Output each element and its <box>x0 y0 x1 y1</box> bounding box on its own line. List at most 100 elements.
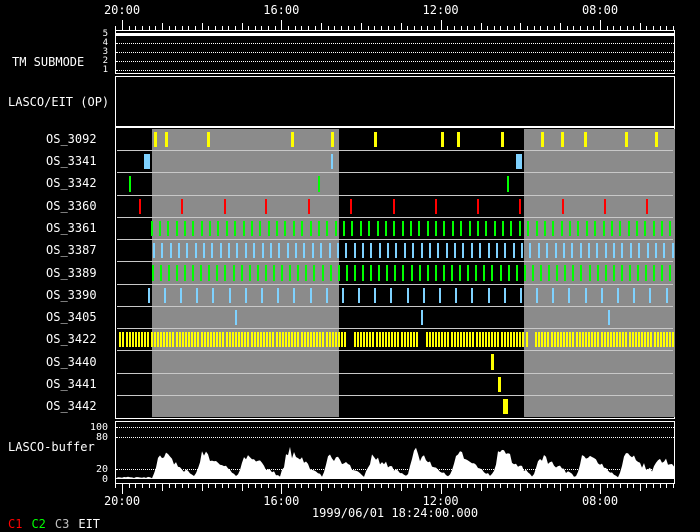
submode-gridline <box>116 52 674 53</box>
axis-tick <box>367 26 369 30</box>
event-mark <box>469 332 472 348</box>
event-mark <box>306 332 309 348</box>
os-row-label: OS_3422 <box>46 332 97 347</box>
event-mark <box>203 332 206 348</box>
axis-tick <box>400 23 402 30</box>
submode-tick-label: 3 <box>102 47 108 57</box>
event-mark <box>604 243 607 259</box>
event-mark <box>386 265 389 281</box>
buffer-tick-label: 0 <box>101 474 108 485</box>
event-mark <box>625 132 629 148</box>
event-mark <box>662 332 665 348</box>
event-mark <box>516 332 519 348</box>
event-mark <box>167 265 170 281</box>
axis-tick <box>593 26 595 30</box>
axis-tick <box>380 484 382 488</box>
axis-tick <box>128 26 130 30</box>
axis-tick <box>546 484 548 488</box>
event-mark <box>410 220 412 237</box>
lasco-eit-op-panel <box>115 76 675 127</box>
event-mark <box>250 220 253 237</box>
event-mark <box>635 220 638 237</box>
axis-tick <box>513 26 515 30</box>
event-mark <box>353 243 356 259</box>
event-mark <box>177 243 180 259</box>
event-mark <box>600 287 603 303</box>
event-mark <box>463 332 465 348</box>
event-mark <box>144 332 147 348</box>
event-mark <box>594 332 597 348</box>
event-mark <box>425 332 428 348</box>
event-mark <box>650 332 653 348</box>
axis-tick <box>387 26 389 30</box>
axis-tick <box>307 484 309 488</box>
event-mark <box>637 265 640 281</box>
event-mark <box>457 132 461 148</box>
observation-window <box>151 129 340 417</box>
event-mark <box>161 243 164 259</box>
axis-tick <box>367 484 369 488</box>
os-row-OS_3360 <box>117 196 673 218</box>
event-mark <box>138 332 140 348</box>
event-mark <box>494 332 497 348</box>
event-mark <box>547 332 550 348</box>
event-mark <box>536 287 539 303</box>
event-mark <box>661 220 664 237</box>
event-mark <box>253 332 256 348</box>
time-label: 20:00 <box>103 3 141 17</box>
event-mark <box>390 287 393 303</box>
event-mark <box>401 220 404 237</box>
axis-tick <box>321 23 323 30</box>
event-mark <box>491 265 494 281</box>
event-mark <box>122 332 125 348</box>
event-mark <box>234 220 237 237</box>
axis-tick <box>427 484 429 488</box>
event-mark <box>544 332 547 348</box>
axis-tick <box>507 26 508 30</box>
event-mark <box>663 243 666 259</box>
os-row-OS_3390 <box>117 285 673 307</box>
axis-tick <box>619 26 621 30</box>
event-mark <box>428 243 431 259</box>
event-mark <box>359 332 362 348</box>
time-axis-top-ticks <box>115 17 675 30</box>
axis-tick <box>546 26 548 30</box>
submode-tick-label: 5 <box>102 29 108 39</box>
event-mark <box>499 265 502 281</box>
event-mark <box>321 265 324 281</box>
time-label: 12:00 <box>422 494 459 508</box>
event-mark <box>602 220 605 237</box>
event-mark <box>552 220 555 237</box>
axis-tick <box>526 26 528 30</box>
event-mark <box>468 220 471 237</box>
event-mark <box>224 265 227 281</box>
event-mark <box>569 332 572 348</box>
tm-submode-panel <box>115 30 675 74</box>
event-mark <box>269 332 272 348</box>
axis-tick <box>274 26 276 30</box>
event-mark <box>644 220 647 237</box>
tm-submode-label: TM SUBMODE <box>12 55 85 69</box>
event-mark <box>180 287 183 303</box>
event-mark <box>500 132 504 148</box>
buffer-area-path <box>116 446 674 479</box>
axis-tick <box>513 484 515 488</box>
axis-tick <box>241 23 243 30</box>
event-mark <box>597 332 600 348</box>
event-mark <box>475 332 478 348</box>
event-mark <box>669 265 672 281</box>
event-mark <box>487 287 490 303</box>
event-mark <box>248 265 251 281</box>
event-mark <box>219 332 222 348</box>
event-mark <box>493 220 496 237</box>
axis-tick <box>440 20 442 30</box>
axis-tick <box>214 26 216 30</box>
axis-tick <box>633 26 635 30</box>
event-mark <box>412 243 415 259</box>
event-mark <box>368 220 371 237</box>
axis-tick <box>460 26 462 30</box>
os-row-label: OS_3361 <box>46 220 97 235</box>
event-mark <box>175 332 178 348</box>
event-mark <box>625 332 628 348</box>
event-mark <box>317 220 320 237</box>
